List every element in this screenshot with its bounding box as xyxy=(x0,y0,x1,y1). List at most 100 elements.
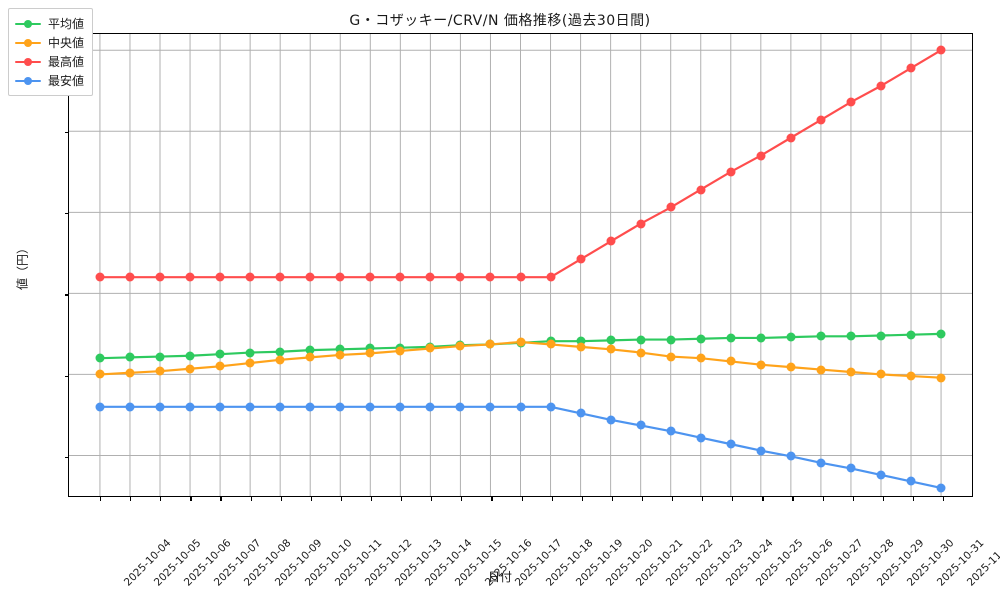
data-point xyxy=(215,361,225,371)
data-point xyxy=(726,167,736,177)
data-point xyxy=(395,402,405,412)
x-axis-tick-mark xyxy=(521,496,523,501)
data-point xyxy=(245,272,255,282)
legend-line-marker-icon xyxy=(15,18,41,30)
x-axis-label: 日付 xyxy=(487,570,512,584)
data-point xyxy=(155,402,165,412)
data-point xyxy=(816,365,826,375)
data-point xyxy=(726,356,736,366)
data-point xyxy=(726,333,736,343)
data-point xyxy=(906,371,916,381)
data-point xyxy=(155,366,165,376)
data-point xyxy=(95,272,105,282)
legend-label: 中央値 xyxy=(48,36,85,50)
data-point xyxy=(786,133,796,143)
data-point xyxy=(425,402,435,412)
legend-item-2[interactable]: 中央値 xyxy=(15,33,84,52)
x-axis-tick-mark xyxy=(551,496,553,501)
data-point xyxy=(786,362,796,372)
data-point xyxy=(335,402,345,412)
x-axis-tick-mark xyxy=(340,496,343,501)
data-point xyxy=(786,332,796,342)
data-point xyxy=(876,369,886,379)
data-point xyxy=(215,272,225,282)
data-point xyxy=(335,272,345,282)
y-axis-tick-mark xyxy=(64,457,69,459)
x-axis-tick-mark xyxy=(792,496,794,501)
data-point xyxy=(816,331,826,341)
data-point xyxy=(546,402,556,412)
x-axis-tick-mark xyxy=(220,496,222,501)
x-axis-tick-mark xyxy=(310,496,312,501)
data-point xyxy=(936,45,946,55)
data-point xyxy=(576,336,586,346)
data-point xyxy=(485,339,495,349)
data-point xyxy=(275,347,285,357)
data-point xyxy=(305,402,315,412)
data-point xyxy=(95,369,105,379)
data-point xyxy=(245,358,255,368)
data-point xyxy=(666,426,676,436)
y-axis-tick-mark xyxy=(64,375,69,378)
data-point xyxy=(906,476,916,486)
data-point xyxy=(696,185,706,195)
data-point xyxy=(215,349,225,359)
data-point xyxy=(696,334,706,344)
data-point xyxy=(425,272,435,282)
legend-line-marker-icon xyxy=(15,75,41,87)
x-axis-tick-mark xyxy=(491,496,493,501)
data-point xyxy=(756,360,766,370)
x-axis-tick-mark xyxy=(641,496,644,501)
data-point xyxy=(125,272,135,282)
data-point xyxy=(786,451,796,461)
x-axis-tick-mark xyxy=(130,496,132,501)
x-axis-tick-mark xyxy=(822,496,824,501)
data-point xyxy=(846,331,856,341)
x-axis-tick-mark xyxy=(160,496,162,501)
data-point xyxy=(576,254,586,264)
data-point xyxy=(666,335,676,345)
data-point xyxy=(455,272,465,282)
data-point xyxy=(576,342,586,352)
data-point xyxy=(305,272,315,282)
x-axis-tick-mark xyxy=(280,496,282,501)
data-point xyxy=(275,355,285,365)
data-point xyxy=(425,343,435,353)
data-point xyxy=(906,63,916,73)
data-point xyxy=(606,335,616,345)
y-axis-label: 値（円） xyxy=(15,241,30,291)
legend-item-1[interactable]: 平均値 xyxy=(15,14,84,33)
legend-label: 最安値 xyxy=(48,74,85,88)
legend-item-4[interactable]: 最安値 xyxy=(15,71,84,90)
x-axis-tick-mark xyxy=(882,496,884,501)
legend-line-marker-icon xyxy=(15,56,41,68)
data-point xyxy=(365,272,375,282)
x-axis-tick-mark xyxy=(100,496,102,501)
data-point xyxy=(365,343,375,353)
data-point xyxy=(245,348,255,358)
legend: 平均値中央値最高値最安値 xyxy=(8,8,94,96)
data-point xyxy=(275,272,285,282)
data-point xyxy=(546,339,556,349)
data-point xyxy=(185,351,195,361)
data-point xyxy=(516,272,525,282)
data-point xyxy=(125,352,135,362)
data-point xyxy=(756,446,766,456)
legend-label: 最高値 xyxy=(48,55,85,69)
data-point xyxy=(936,373,946,383)
data-point xyxy=(125,402,135,412)
data-point xyxy=(155,352,165,362)
plot-area: 50100150200250300 2025-10-042025-10-0520… xyxy=(16,33,1000,589)
data-point xyxy=(576,408,586,418)
data-point xyxy=(395,272,405,282)
data-point xyxy=(636,348,646,358)
legend-item-3[interactable]: 最高値 xyxy=(15,52,84,71)
x-axis-tick-mark xyxy=(943,496,945,501)
data-point xyxy=(846,97,856,107)
data-point xyxy=(756,151,766,161)
y-axis-tick-mark xyxy=(64,213,69,215)
x-axis-tick-mark xyxy=(581,496,583,501)
data-point xyxy=(155,272,165,282)
data-point xyxy=(365,348,375,358)
data-point xyxy=(816,115,826,125)
